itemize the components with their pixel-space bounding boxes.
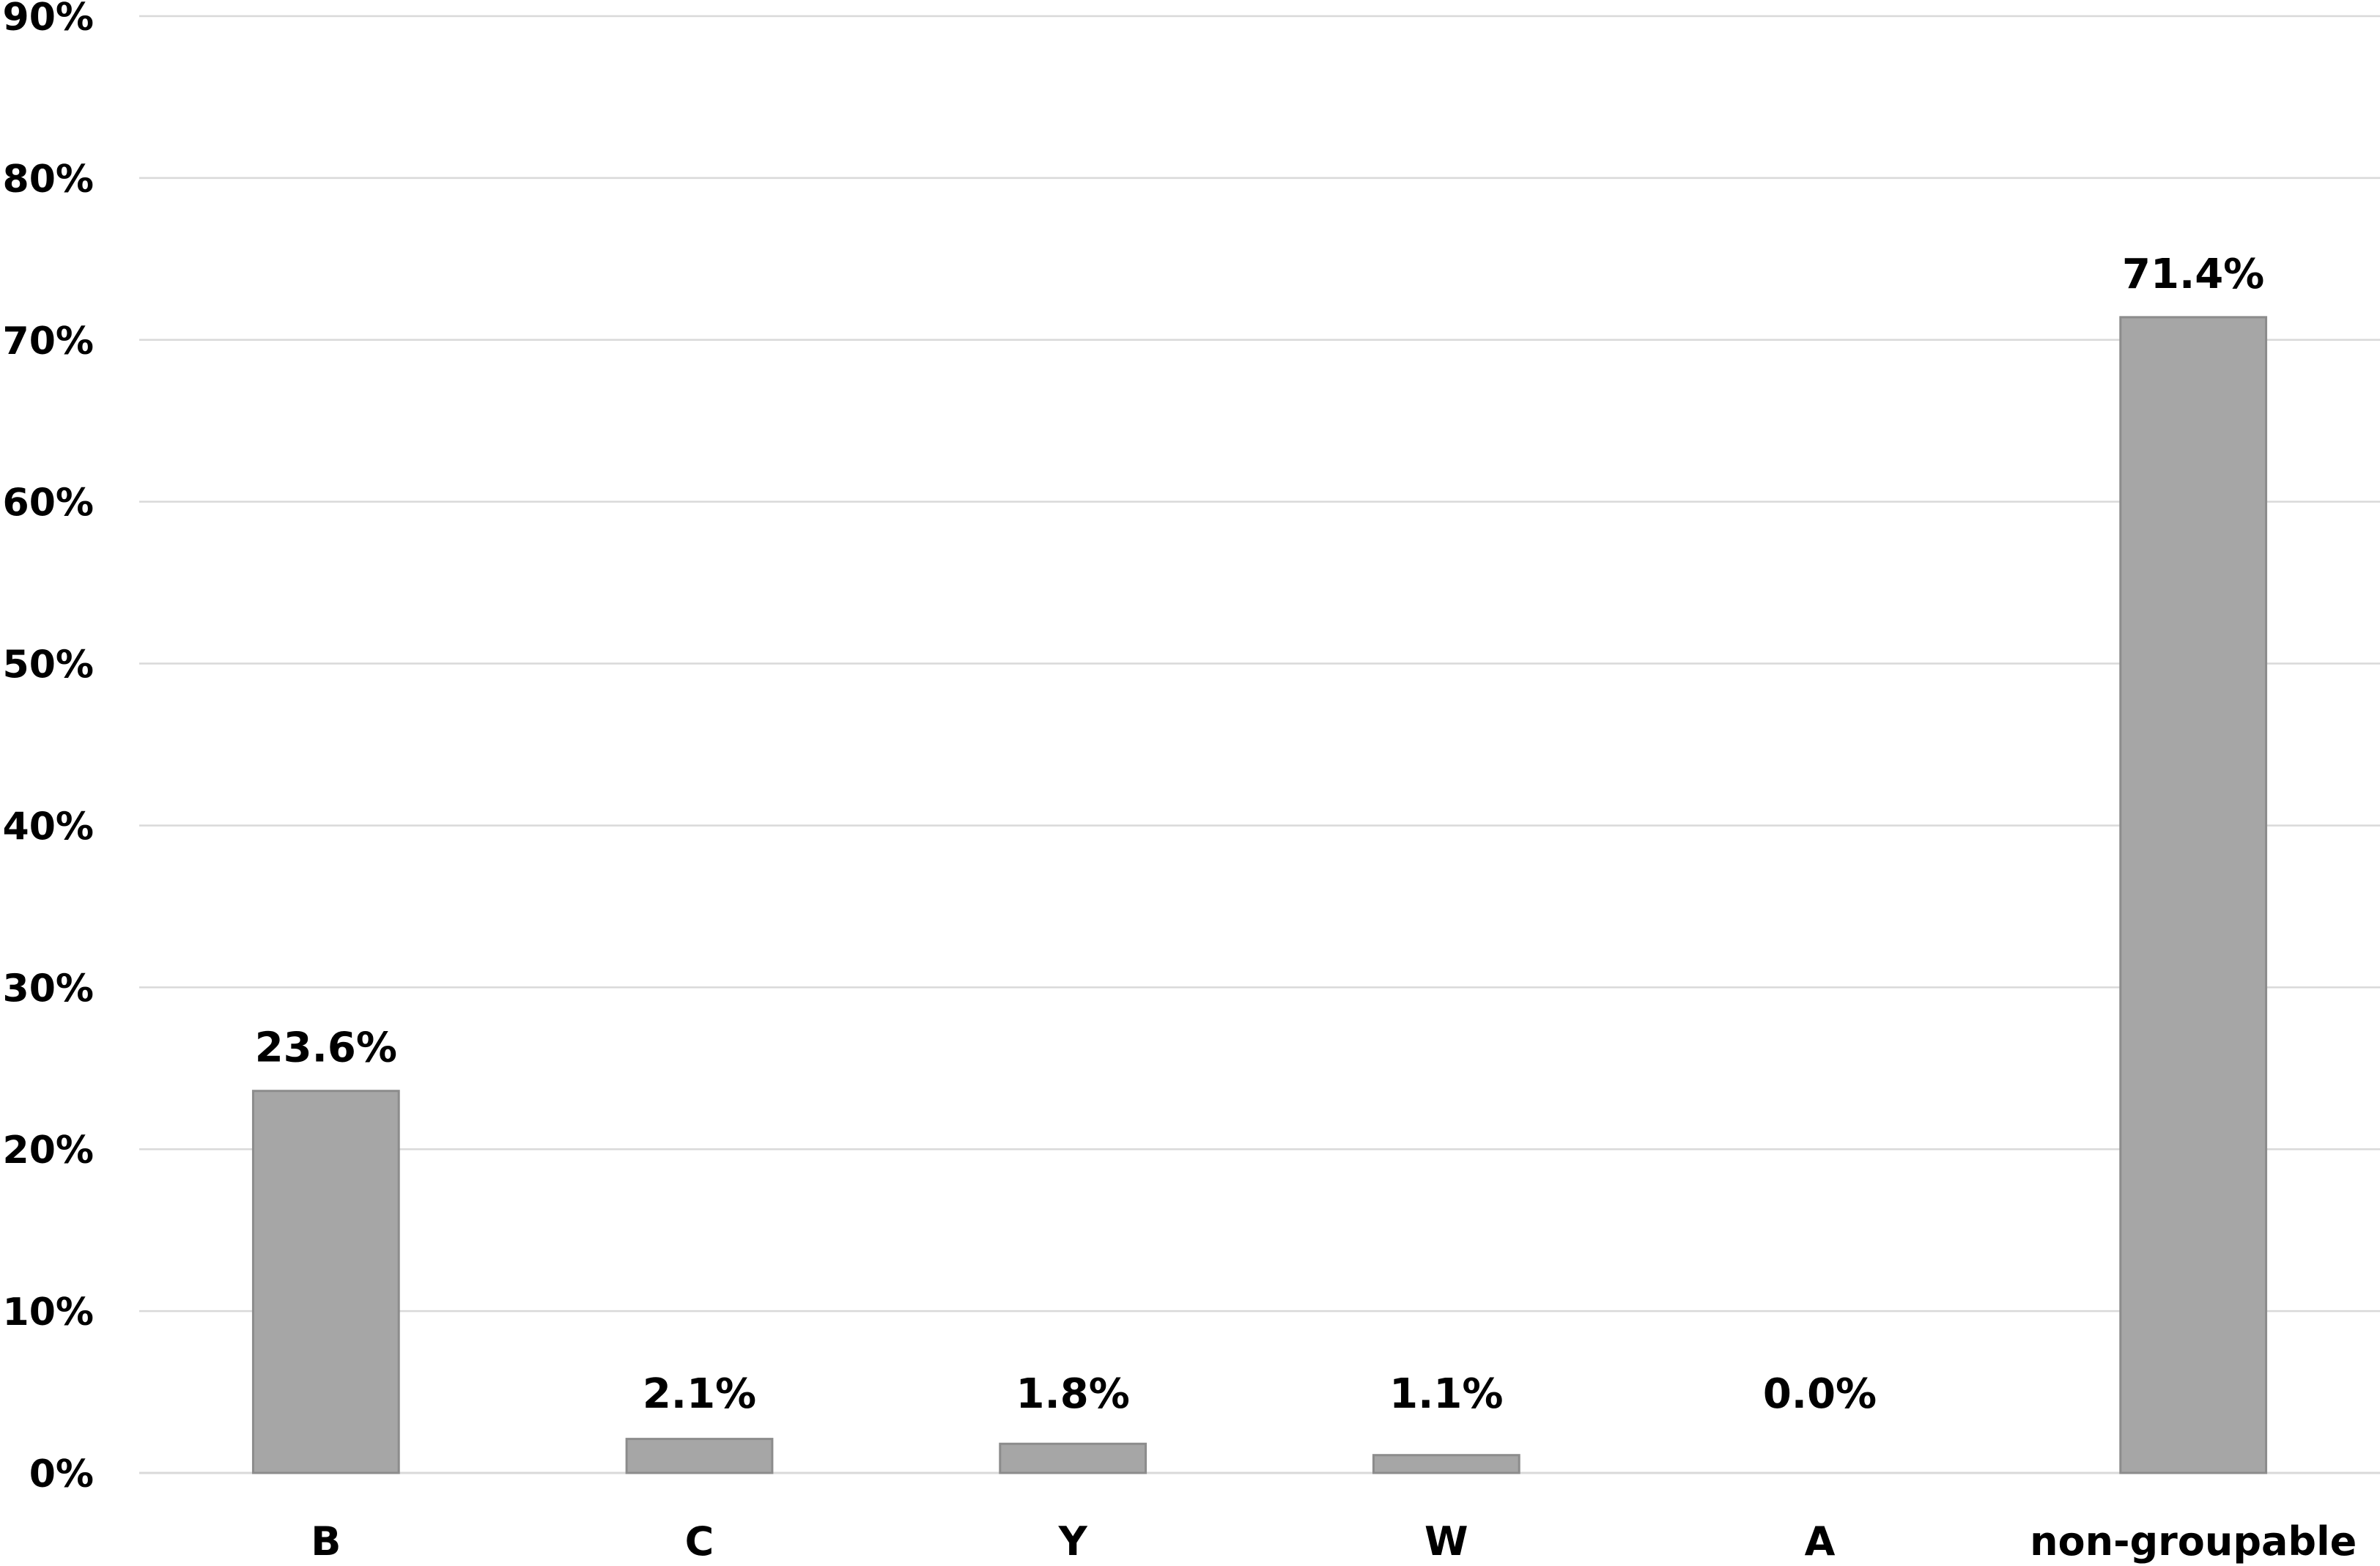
data-labels: 23.6% 2.1% 1.8% 1.1% 0.0% 71.4% [255,251,2265,1418]
data-label-a: 0.0% [1763,1370,1877,1418]
y-tick-label-90: 90% [3,0,94,40]
y-axis-tick-labels: 0% 10% 20% 30% 40% 50% 60% 70% 80% 90% [3,0,94,1496]
x-tick-label-a: A [1805,1518,1836,1565]
data-label-b: 23.6% [255,1024,397,1072]
bar-c [625,1438,774,1474]
y-tick-label-20: 20% [3,1129,94,1172]
data-label-c: 2.1% [643,1370,756,1418]
data-label-w: 1.1% [1389,1370,1503,1418]
x-tick-label-y: Y [1058,1518,1088,1565]
bar-y [999,1442,1148,1474]
x-tick-label-c: C [685,1518,714,1565]
bar-b [251,1090,400,1474]
x-tick-label-non-groupable: non-groupable [2030,1518,2357,1565]
x-tick-label-w: W [1424,1518,1468,1565]
bar-w [1372,1454,1520,1474]
data-label-non-groupable: 71.4% [2122,251,2264,298]
y-tick-label-50: 50% [3,643,94,687]
x-tick-label-b: B [311,1518,341,1565]
y-tick-label-40: 40% [3,805,94,849]
y-tick-label-10: 10% [3,1290,94,1334]
y-tick-label-60: 60% [3,481,94,525]
data-label-y: 1.8% [1016,1370,1130,1418]
y-tick-label-80: 80% [3,158,94,202]
bar-non-groupable [2119,316,2268,1474]
gridlines [139,15,2380,1474]
y-tick-label-70: 70% [3,320,94,363]
bars [251,316,2268,1474]
y-tick-label-0: 0% [29,1452,94,1496]
y-tick-label-30: 30% [3,967,94,1011]
